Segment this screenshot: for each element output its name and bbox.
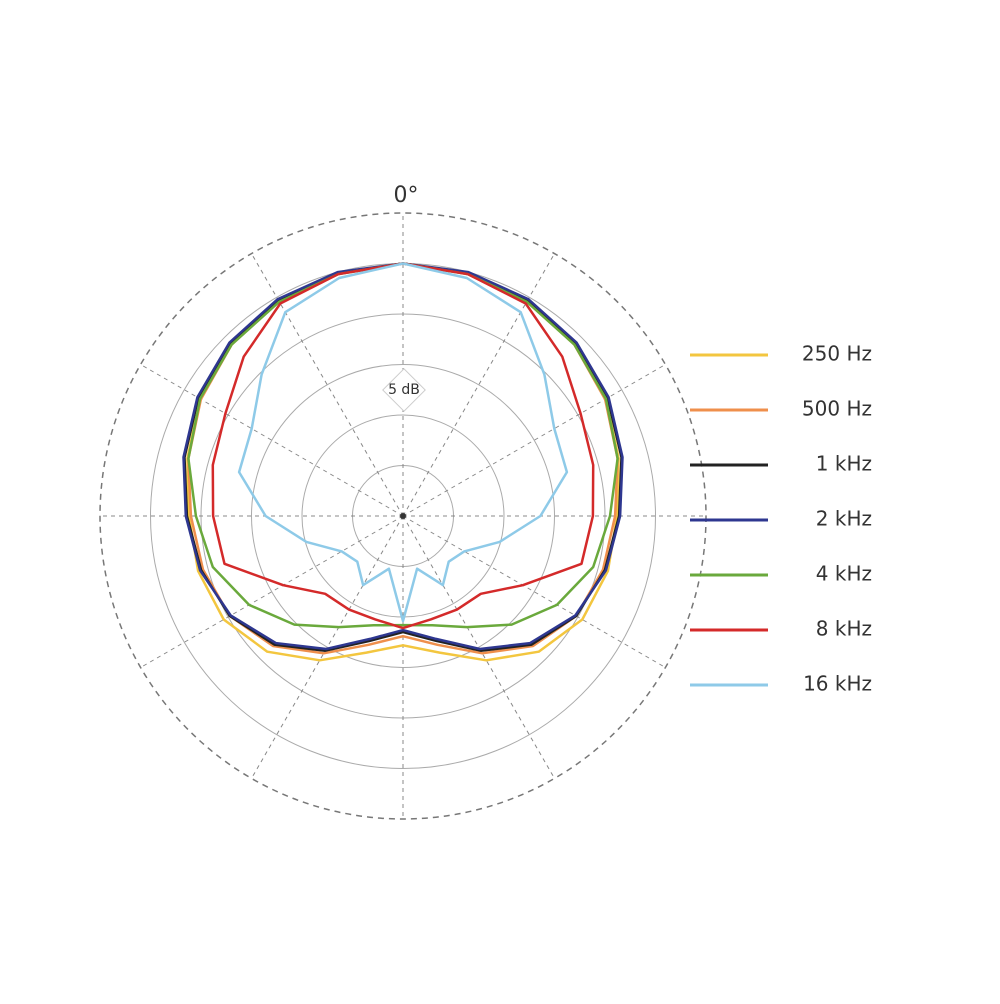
spoke [402, 253, 555, 517]
legend-label: 250 Hz [802, 342, 872, 366]
legend-label: 4 kHz [816, 562, 872, 586]
spoke [251, 515, 404, 779]
polar-curve [211, 262, 595, 630]
spoke [402, 364, 666, 517]
scale-label: 5 dB [388, 382, 420, 398]
spoke [402, 515, 555, 779]
legend-label: 2 kHz [816, 507, 872, 531]
legend-label: 8 kHz [816, 617, 872, 641]
polar-curve [237, 262, 569, 623]
legend-label: 1 kHz [816, 452, 872, 476]
spoke [140, 515, 404, 668]
spoke [140, 364, 404, 517]
grid-ring [99, 212, 707, 820]
spoke [251, 253, 404, 517]
scale-label-bg [382, 368, 426, 412]
legend-label: 500 Hz [802, 397, 872, 421]
polar-curve [182, 262, 624, 651]
angle-label: 0° [394, 183, 419, 208]
grid-ring [251, 364, 555, 668]
legend-label: 16 kHz [803, 672, 872, 696]
polar-curve [187, 262, 619, 629]
spoke [402, 515, 666, 668]
center-dot [400, 513, 406, 519]
